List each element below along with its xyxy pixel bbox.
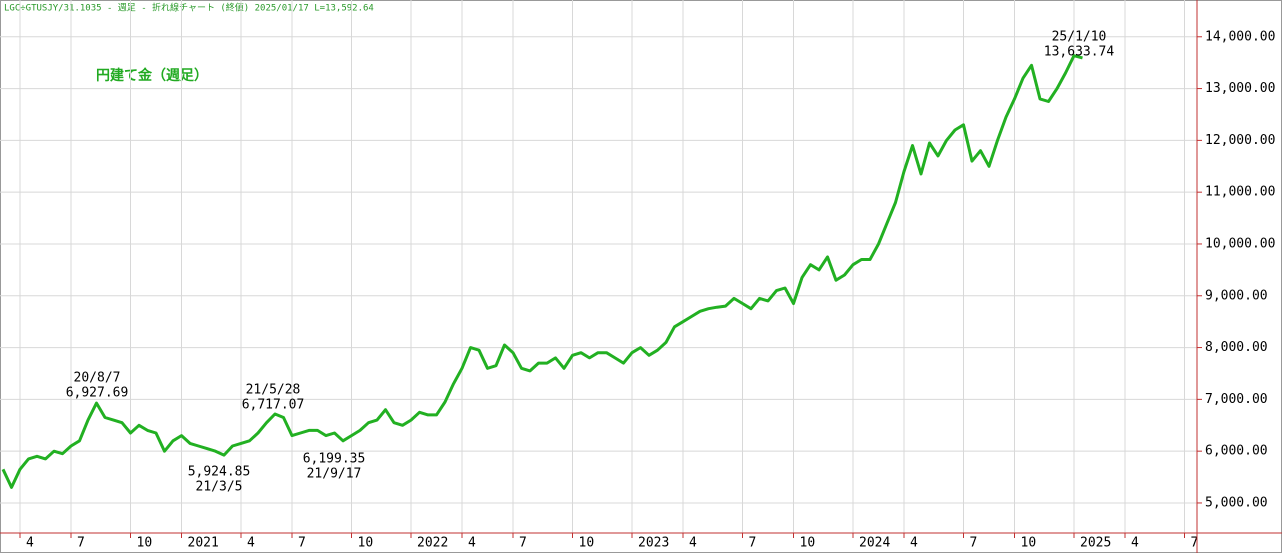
header-title: LGC÷GTUSJY/31.1035 - 週足 - 折れ線チャート (終値) 2… [4,2,374,14]
y-tick-label: 7,000.00 [1205,392,1268,407]
x-tick-label: 10 [358,536,374,551]
y-tick-label: 8,000.00 [1205,340,1268,355]
x-tick-label: 10 [579,536,595,551]
x-tick-label: 7 [77,536,85,551]
legend-label: 円建て金（週足） [96,67,208,84]
x-tick-label: 7 [970,536,978,551]
x-tick-label: 10 [137,536,153,551]
x-tick-label: 2025 [1080,536,1111,551]
x-tick-label: 7 [519,536,527,551]
x-tick-label: 4 [689,536,697,551]
x-tick-label: 7 [749,536,757,551]
y-tick-label: 5,000.00 [1205,495,1268,510]
x-tick-label: 4 [26,536,34,551]
annotation: 21/5/28 [246,383,301,398]
x-tick-label: 2021 [188,536,219,551]
annotation: 6,927.69 [66,386,129,401]
annotation: 21/9/17 [307,467,362,482]
y-tick-label: 12,000.00 [1205,133,1275,148]
y-tick-label: 10,000.00 [1205,236,1275,251]
x-tick-label: 4 [910,536,918,551]
annotation: 21/3/5 [196,480,243,495]
x-tick-label: 4 [1131,536,1139,551]
y-tick-label: 11,000.00 [1205,185,1275,200]
x-tick-label: 4 [247,536,255,551]
x-tick-label: 10 [800,536,816,551]
y-tick-label: 14,000.00 [1205,29,1275,44]
x-tick-label: 2023 [638,536,669,551]
x-tick-label: 7 [1191,536,1199,551]
line-series [1,54,1083,489]
annotation: 6,717.07 [242,398,305,413]
x-tick-label: 4 [468,536,476,551]
annotation: 25/1/10 [1052,30,1107,45]
x-tick-label: 7 [298,536,306,551]
annotation: 13,633.74 [1044,45,1115,60]
y-tick-label: 9,000.00 [1205,288,1268,303]
y-tick-label: 13,000.00 [1205,81,1275,96]
annotation: 5,924.85 [188,465,251,480]
x-tick-label: 2022 [417,536,448,551]
x-tick-label: 10 [1021,536,1037,551]
y-tick-label: 6,000.00 [1205,444,1268,459]
annotation: 20/8/7 [74,371,121,386]
x-tick-label: 2024 [859,536,890,551]
annotation: 6,199.35 [303,452,366,467]
